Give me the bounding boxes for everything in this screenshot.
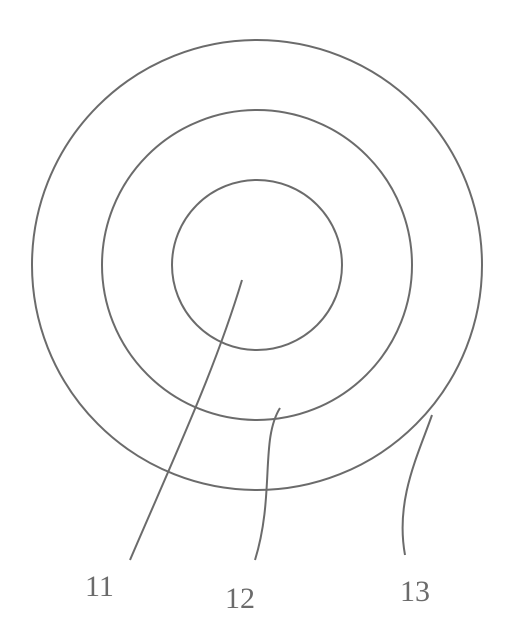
label-13: 13	[400, 575, 430, 609]
leader-11	[130, 280, 242, 560]
leader-13	[403, 415, 432, 555]
inner-circle	[172, 180, 342, 350]
label-11: 11	[85, 570, 114, 604]
middle-circle	[102, 110, 412, 420]
leader-12	[255, 408, 280, 560]
outer-circle	[32, 40, 482, 490]
label-12: 12	[225, 582, 255, 616]
concentric-diagram	[0, 0, 515, 633]
